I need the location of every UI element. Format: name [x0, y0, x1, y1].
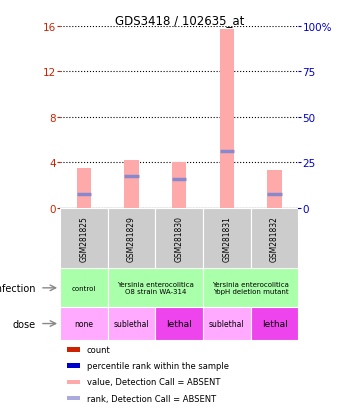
Bar	[67, 396, 80, 401]
Text: GSM281829: GSM281829	[127, 216, 136, 261]
Text: lethal: lethal	[166, 319, 192, 328]
Bar	[60, 308, 108, 340]
Text: sublethal: sublethal	[209, 319, 245, 328]
Text: GSM281825: GSM281825	[79, 216, 88, 261]
Bar	[77, 169, 91, 208]
Bar	[203, 269, 298, 308]
Text: none: none	[74, 319, 93, 328]
Bar	[67, 380, 80, 385]
Bar	[268, 171, 282, 208]
Bar	[125, 161, 139, 208]
Bar	[60, 208, 108, 269]
Bar	[155, 208, 203, 269]
Bar	[251, 208, 298, 269]
Text: lethal: lethal	[262, 319, 287, 328]
Text: count: count	[87, 345, 110, 354]
Bar	[203, 208, 251, 269]
Bar	[220, 30, 234, 208]
Bar	[67, 347, 80, 352]
Text: value, Detection Call = ABSENT: value, Detection Call = ABSENT	[87, 377, 220, 387]
Bar	[172, 163, 186, 208]
Bar	[108, 208, 155, 269]
Bar	[108, 269, 203, 308]
Bar	[155, 308, 203, 340]
Text: GSM281831: GSM281831	[222, 216, 232, 261]
Text: Yersinia enterocolitica
YopH deletion mutant: Yersinia enterocolitica YopH deletion mu…	[212, 282, 289, 294]
Bar	[60, 269, 108, 308]
Text: sublethal: sublethal	[114, 319, 149, 328]
Bar	[108, 308, 155, 340]
Text: dose: dose	[12, 319, 35, 329]
Text: percentile rank within the sample: percentile rank within the sample	[87, 361, 229, 370]
Text: GSM281832: GSM281832	[270, 216, 279, 261]
Text: GSM281830: GSM281830	[175, 216, 184, 261]
Bar	[251, 308, 298, 340]
Bar	[203, 308, 251, 340]
Text: control: control	[72, 285, 96, 291]
Text: infection: infection	[0, 283, 35, 293]
Text: Yersinia enterocolitica
O8 strain WA-314: Yersinia enterocolitica O8 strain WA-314	[117, 282, 194, 294]
Bar	[67, 363, 80, 368]
Title: GDS3418 / 102635_at: GDS3418 / 102635_at	[115, 14, 244, 27]
Text: rank, Detection Call = ABSENT: rank, Detection Call = ABSENT	[87, 394, 216, 403]
